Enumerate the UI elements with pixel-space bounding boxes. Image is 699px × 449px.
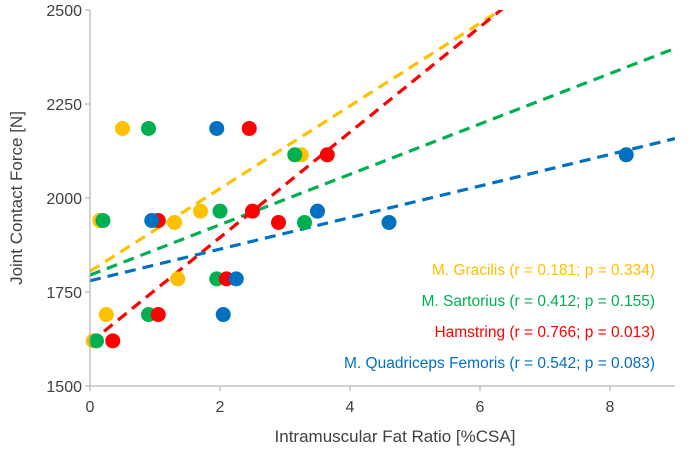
tick-labels: 1500 1750 2000 2250 2500 0 2 4 6 8 bbox=[46, 3, 614, 416]
y-tick-label: 1500 bbox=[46, 379, 82, 396]
y-tick-label: 1750 bbox=[46, 285, 82, 302]
data-point bbox=[287, 147, 303, 163]
data-points bbox=[85, 120, 634, 349]
trendline-m-quadriceps-femoris bbox=[90, 137, 675, 283]
data-point bbox=[297, 214, 312, 230]
legend-entry: M. Sartorius (r = 0.412; p = 0.155) bbox=[422, 293, 655, 310]
data-point bbox=[115, 120, 130, 136]
data-point bbox=[167, 214, 182, 230]
legend: M. Gracilis (r = 0.181; p = 0.334) M. Sar… bbox=[344, 262, 655, 372]
data-point bbox=[618, 147, 634, 163]
data-point bbox=[381, 214, 397, 230]
y-tick-label: 2250 bbox=[46, 97, 82, 114]
legend-entry: M. Quadriceps Femoris (r = 0.542; p = 0.… bbox=[344, 355, 655, 372]
x-axis-title: Intramuscular Fat Ratio [%CSA] bbox=[275, 427, 516, 446]
y-tick-label: 2000 bbox=[46, 191, 82, 208]
trendline-hamstring bbox=[90, 10, 504, 345]
data-point bbox=[212, 203, 228, 219]
data-point bbox=[193, 203, 208, 219]
data-point bbox=[150, 307, 166, 323]
data-point bbox=[95, 213, 111, 229]
data-point bbox=[228, 271, 244, 287]
x-tick-label: 6 bbox=[476, 399, 485, 416]
data-point bbox=[271, 214, 286, 230]
data-point bbox=[215, 307, 231, 323]
data-point bbox=[89, 333, 104, 349]
data-point bbox=[144, 213, 160, 229]
x-tick-label: 0 bbox=[86, 399, 95, 416]
data-point bbox=[98, 307, 114, 323]
data-point bbox=[310, 203, 325, 219]
y-axis-title: Joint Contact Force [N] bbox=[7, 111, 26, 285]
data-point bbox=[170, 271, 186, 287]
data-point bbox=[241, 120, 257, 136]
data-point bbox=[319, 147, 335, 163]
legend-entry: M. Gracilis (r = 0.181; p = 0.334) bbox=[432, 262, 655, 279]
data-point bbox=[105, 333, 121, 349]
data-point bbox=[209, 120, 225, 136]
x-tick-label: 8 bbox=[606, 399, 615, 416]
x-tick-label: 4 bbox=[346, 399, 355, 416]
data-point bbox=[141, 120, 156, 136]
trendline-m-sartorius bbox=[90, 46, 675, 277]
x-tick-label: 2 bbox=[216, 399, 225, 416]
legend-entry: Hamstring (r = 0.766; p = 0.013) bbox=[434, 324, 655, 341]
y-tick-label: 2500 bbox=[46, 3, 82, 20]
axes bbox=[85, 9, 675, 391]
trendlines bbox=[90, 10, 675, 345]
data-point bbox=[245, 203, 260, 219]
trendline-m-gracilis bbox=[90, 10, 504, 273]
